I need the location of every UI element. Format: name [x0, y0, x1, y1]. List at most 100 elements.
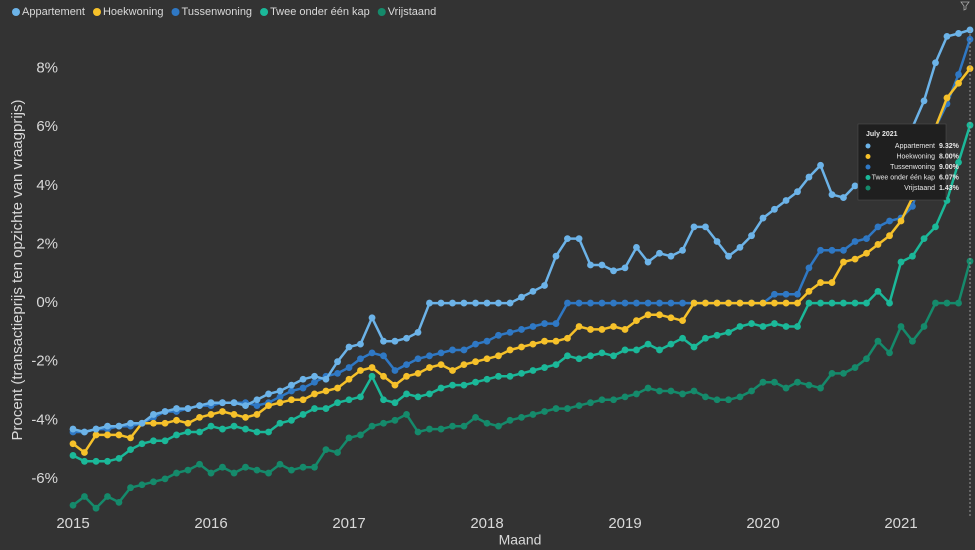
- data-point: [713, 299, 721, 307]
- y-axis-title: Procent (transactieprijs ten opzichte va…: [9, 100, 26, 441]
- data-point: [598, 326, 606, 333]
- data-point: [736, 243, 744, 251]
- data-point: [771, 299, 778, 307]
- data-point: [115, 422, 123, 430]
- data-point: [69, 452, 77, 459]
- data-point: [92, 425, 100, 433]
- data-point: [334, 358, 341, 366]
- data-point: [656, 387, 663, 395]
- data-point: [725, 396, 732, 404]
- data-point: [81, 457, 88, 465]
- data-point: [909, 252, 916, 260]
- data-point: [242, 413, 249, 421]
- data-point: [230, 411, 238, 418]
- data-point: [771, 205, 778, 213]
- data-point: [414, 428, 422, 436]
- y-tick-label: 0%: [36, 294, 58, 311]
- data-point: [817, 161, 824, 169]
- data-point: [633, 390, 640, 398]
- data-point: [759, 214, 767, 222]
- tooltip-value: 6.07%: [939, 174, 960, 181]
- data-point: [598, 396, 606, 404]
- data-point: [587, 399, 594, 407]
- data-point: [621, 299, 629, 307]
- data-point: [702, 334, 709, 342]
- data-point: [196, 428, 203, 436]
- data-point: [679, 246, 686, 254]
- filter-icon-path[interactable]: [960, 1, 970, 11]
- data-point: [518, 413, 525, 421]
- legend-label: Vrijstaand: [388, 6, 437, 18]
- data-point: [161, 475, 169, 483]
- data-point: [794, 299, 801, 307]
- legend-marker: [260, 8, 269, 16]
- data-point: [242, 402, 249, 410]
- data-point: [713, 331, 721, 339]
- data-point: [299, 463, 307, 471]
- data-point: [529, 411, 537, 418]
- data-point: [483, 355, 491, 363]
- data-point: [587, 352, 594, 360]
- data-point: [817, 384, 824, 392]
- data-point: [621, 393, 629, 401]
- data-point: [633, 346, 640, 354]
- data-point: [495, 352, 502, 360]
- data-point: [380, 396, 387, 404]
- data-point: [828, 370, 836, 377]
- data-point: [679, 334, 686, 342]
- data-point: [506, 328, 514, 336]
- data-point: [311, 405, 318, 412]
- data-point: [391, 399, 399, 407]
- filter-icon[interactable]: [960, 1, 970, 11]
- data-point: [874, 337, 882, 345]
- data-point: [265, 390, 272, 398]
- data-point: [368, 422, 376, 430]
- data-point: [253, 402, 261, 410]
- data-point: [472, 340, 479, 348]
- data-point: [541, 364, 548, 371]
- data-point: [380, 419, 387, 427]
- tooltip-marker: [865, 175, 871, 180]
- data-point: [782, 197, 790, 204]
- data-point: [173, 469, 180, 477]
- data-point: [541, 408, 548, 415]
- data-point: [150, 437, 157, 445]
- data-point: [357, 393, 364, 401]
- data-point: [736, 299, 744, 307]
- data-point: [529, 367, 537, 374]
- data-point: [690, 343, 698, 351]
- data-point: [771, 378, 778, 386]
- data-point: [575, 235, 583, 242]
- data-point: [966, 26, 974, 34]
- x-axis-title: Maand: [499, 532, 542, 548]
- data-point: [345, 434, 353, 442]
- data-point: [575, 323, 583, 330]
- data-point: [656, 249, 663, 257]
- data-point: [150, 419, 157, 427]
- data-point: [840, 246, 847, 254]
- data-point: [483, 337, 491, 345]
- data-point: [81, 449, 88, 456]
- data-point: [955, 71, 962, 78]
- data-point: [564, 405, 571, 412]
- data-point: [506, 416, 514, 424]
- data-point: [138, 481, 146, 489]
- data-point: [782, 290, 790, 298]
- data-point: [276, 393, 284, 401]
- data-point: [495, 299, 502, 307]
- data-point: [552, 337, 560, 345]
- data-point: [437, 384, 445, 392]
- x-tick-label: 2015: [56, 515, 89, 532]
- data-point: [633, 317, 640, 325]
- data-point: [575, 402, 583, 410]
- data-point: [426, 299, 433, 307]
- data-point: [736, 323, 744, 330]
- data-point: [633, 299, 640, 307]
- data-point: [794, 290, 801, 298]
- legend-label: Appartement: [22, 6, 85, 18]
- data-point: [288, 416, 295, 424]
- data-point: [610, 267, 617, 275]
- data-point: [219, 399, 226, 407]
- data-point: [150, 478, 157, 486]
- data-point: [207, 422, 215, 430]
